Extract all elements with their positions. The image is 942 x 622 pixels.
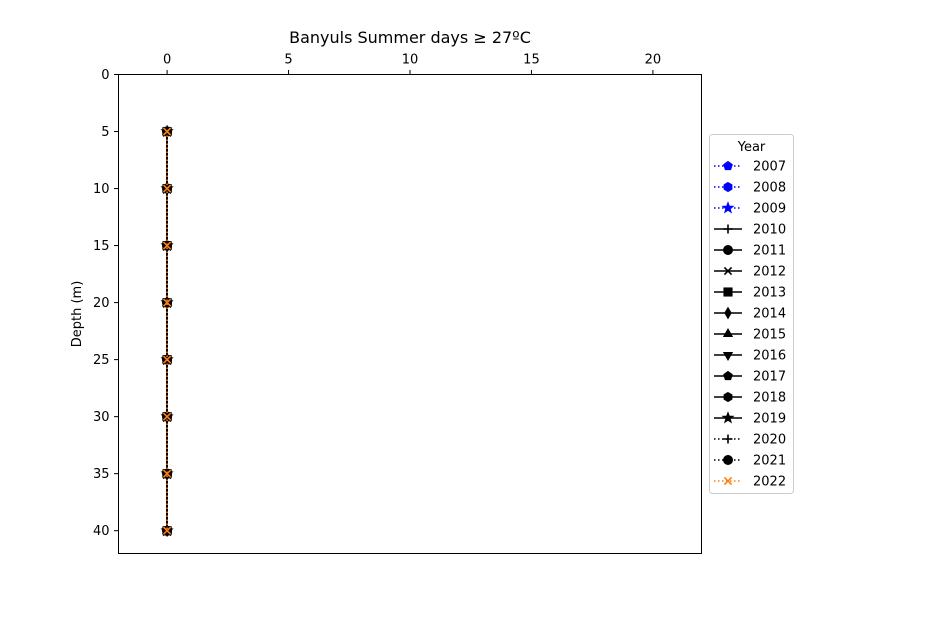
y-tick-label: 40 [93,524,110,539]
x-tick-label: 10 [402,53,419,68]
legend-label: 2014 [753,307,786,322]
legend-label: 2012 [753,265,786,280]
legend-entry-2020: 2020 [714,433,786,448]
legend-marker [723,160,733,171]
y-tick-label: 0 [101,68,109,83]
legend-label: 2020 [753,433,786,448]
legend-entry-2010: 2010 [714,223,786,238]
y-tick-label: 20 [93,296,110,311]
legend-label: 2022 [753,475,786,490]
legend-marker [723,287,733,297]
data-point-marker [162,184,172,193]
legend-label: 2011 [753,244,786,259]
legend-label: 2016 [753,349,786,364]
legend-label: 2008 [753,181,786,196]
legend-marker [724,306,732,320]
series-2022 [162,127,172,535]
legend-entry-2007: 2007 [714,160,786,175]
y-tick-label: 25 [93,353,110,368]
data-point-marker [162,469,172,478]
legend-marker [723,455,733,465]
legend-entry-2011: 2011 [714,244,786,259]
y-axis-ticks: 0 5 10 15 20 25 30 35 40 [93,68,119,539]
legend-entry-2012: 2012 [714,265,786,280]
y-tick-label: 10 [93,182,110,197]
data-point-marker [162,298,172,307]
legend-marker [723,266,733,276]
y-tick-label: 35 [93,467,110,482]
legend-entry-2021: 2021 [714,454,786,469]
legend-label: 2018 [753,391,786,406]
legend-marker [723,476,733,486]
legend-marker [723,434,733,444]
legend-entry-2015: 2015 [714,328,786,343]
legend-entries: 2007 2008 2009 2010 2011 2012 2013 2014 2015 2016… [714,160,786,490]
legend-label: 2010 [753,223,786,238]
legend-title: Year [737,140,766,155]
legend-entry-2017: 2017 [714,370,786,385]
x-tick-label: 15 [523,53,540,68]
plot-area [160,124,174,538]
legend-entry-2022: 2022 [714,475,786,490]
legend-entry-2016: 2016 [714,349,786,364]
y-tick-label: 15 [93,239,110,254]
legend-marker [723,181,733,193]
data-point-marker [162,526,172,535]
chart-title: Banyuls Summer days ≥ 27ºC [289,28,531,47]
y-tick-label: 30 [93,410,110,425]
legend-label: 2009 [753,202,786,217]
data-point-marker [162,127,172,136]
legend-label: 2013 [753,286,786,301]
legend-entry-2008: 2008 [714,181,786,196]
legend-entry-2018: 2018 [714,391,786,406]
x-tick-label: 5 [284,53,292,68]
legend-marker [723,245,733,255]
data-point-marker [162,241,172,250]
legend-marker [722,328,734,337]
y-axis-label: Depth (m) [70,281,85,348]
legend-marker [722,352,734,361]
legend-box [709,134,794,494]
legend: Year 2007 2008 2009 2010 2011 2012 2013 2014 201… [709,134,794,494]
legend-entry-2013: 2013 [714,286,786,301]
legend-label: 2007 [753,160,786,175]
legend-marker [723,391,733,403]
legend-entry-2009: 2009 [714,201,786,217]
legend-label: 2017 [753,370,786,385]
legend-marker [721,411,735,424]
y-tick-label: 5 [101,125,109,140]
legend-label: 2015 [753,328,786,343]
legend-label: 2019 [753,412,786,427]
x-axis-ticks: 0 5 10 15 20 [163,53,661,75]
legend-label: 2021 [753,454,786,469]
x-tick-label: 20 [645,53,662,68]
legend-entry-2014: 2014 [714,307,786,322]
legend-entry-2019: 2019 [714,411,786,427]
legend-marker [721,201,735,214]
data-point-marker [162,355,172,364]
legend-marker [723,370,733,381]
x-tick-label: 0 [163,53,171,68]
legend-marker [723,224,733,234]
data-point-marker [162,412,172,421]
